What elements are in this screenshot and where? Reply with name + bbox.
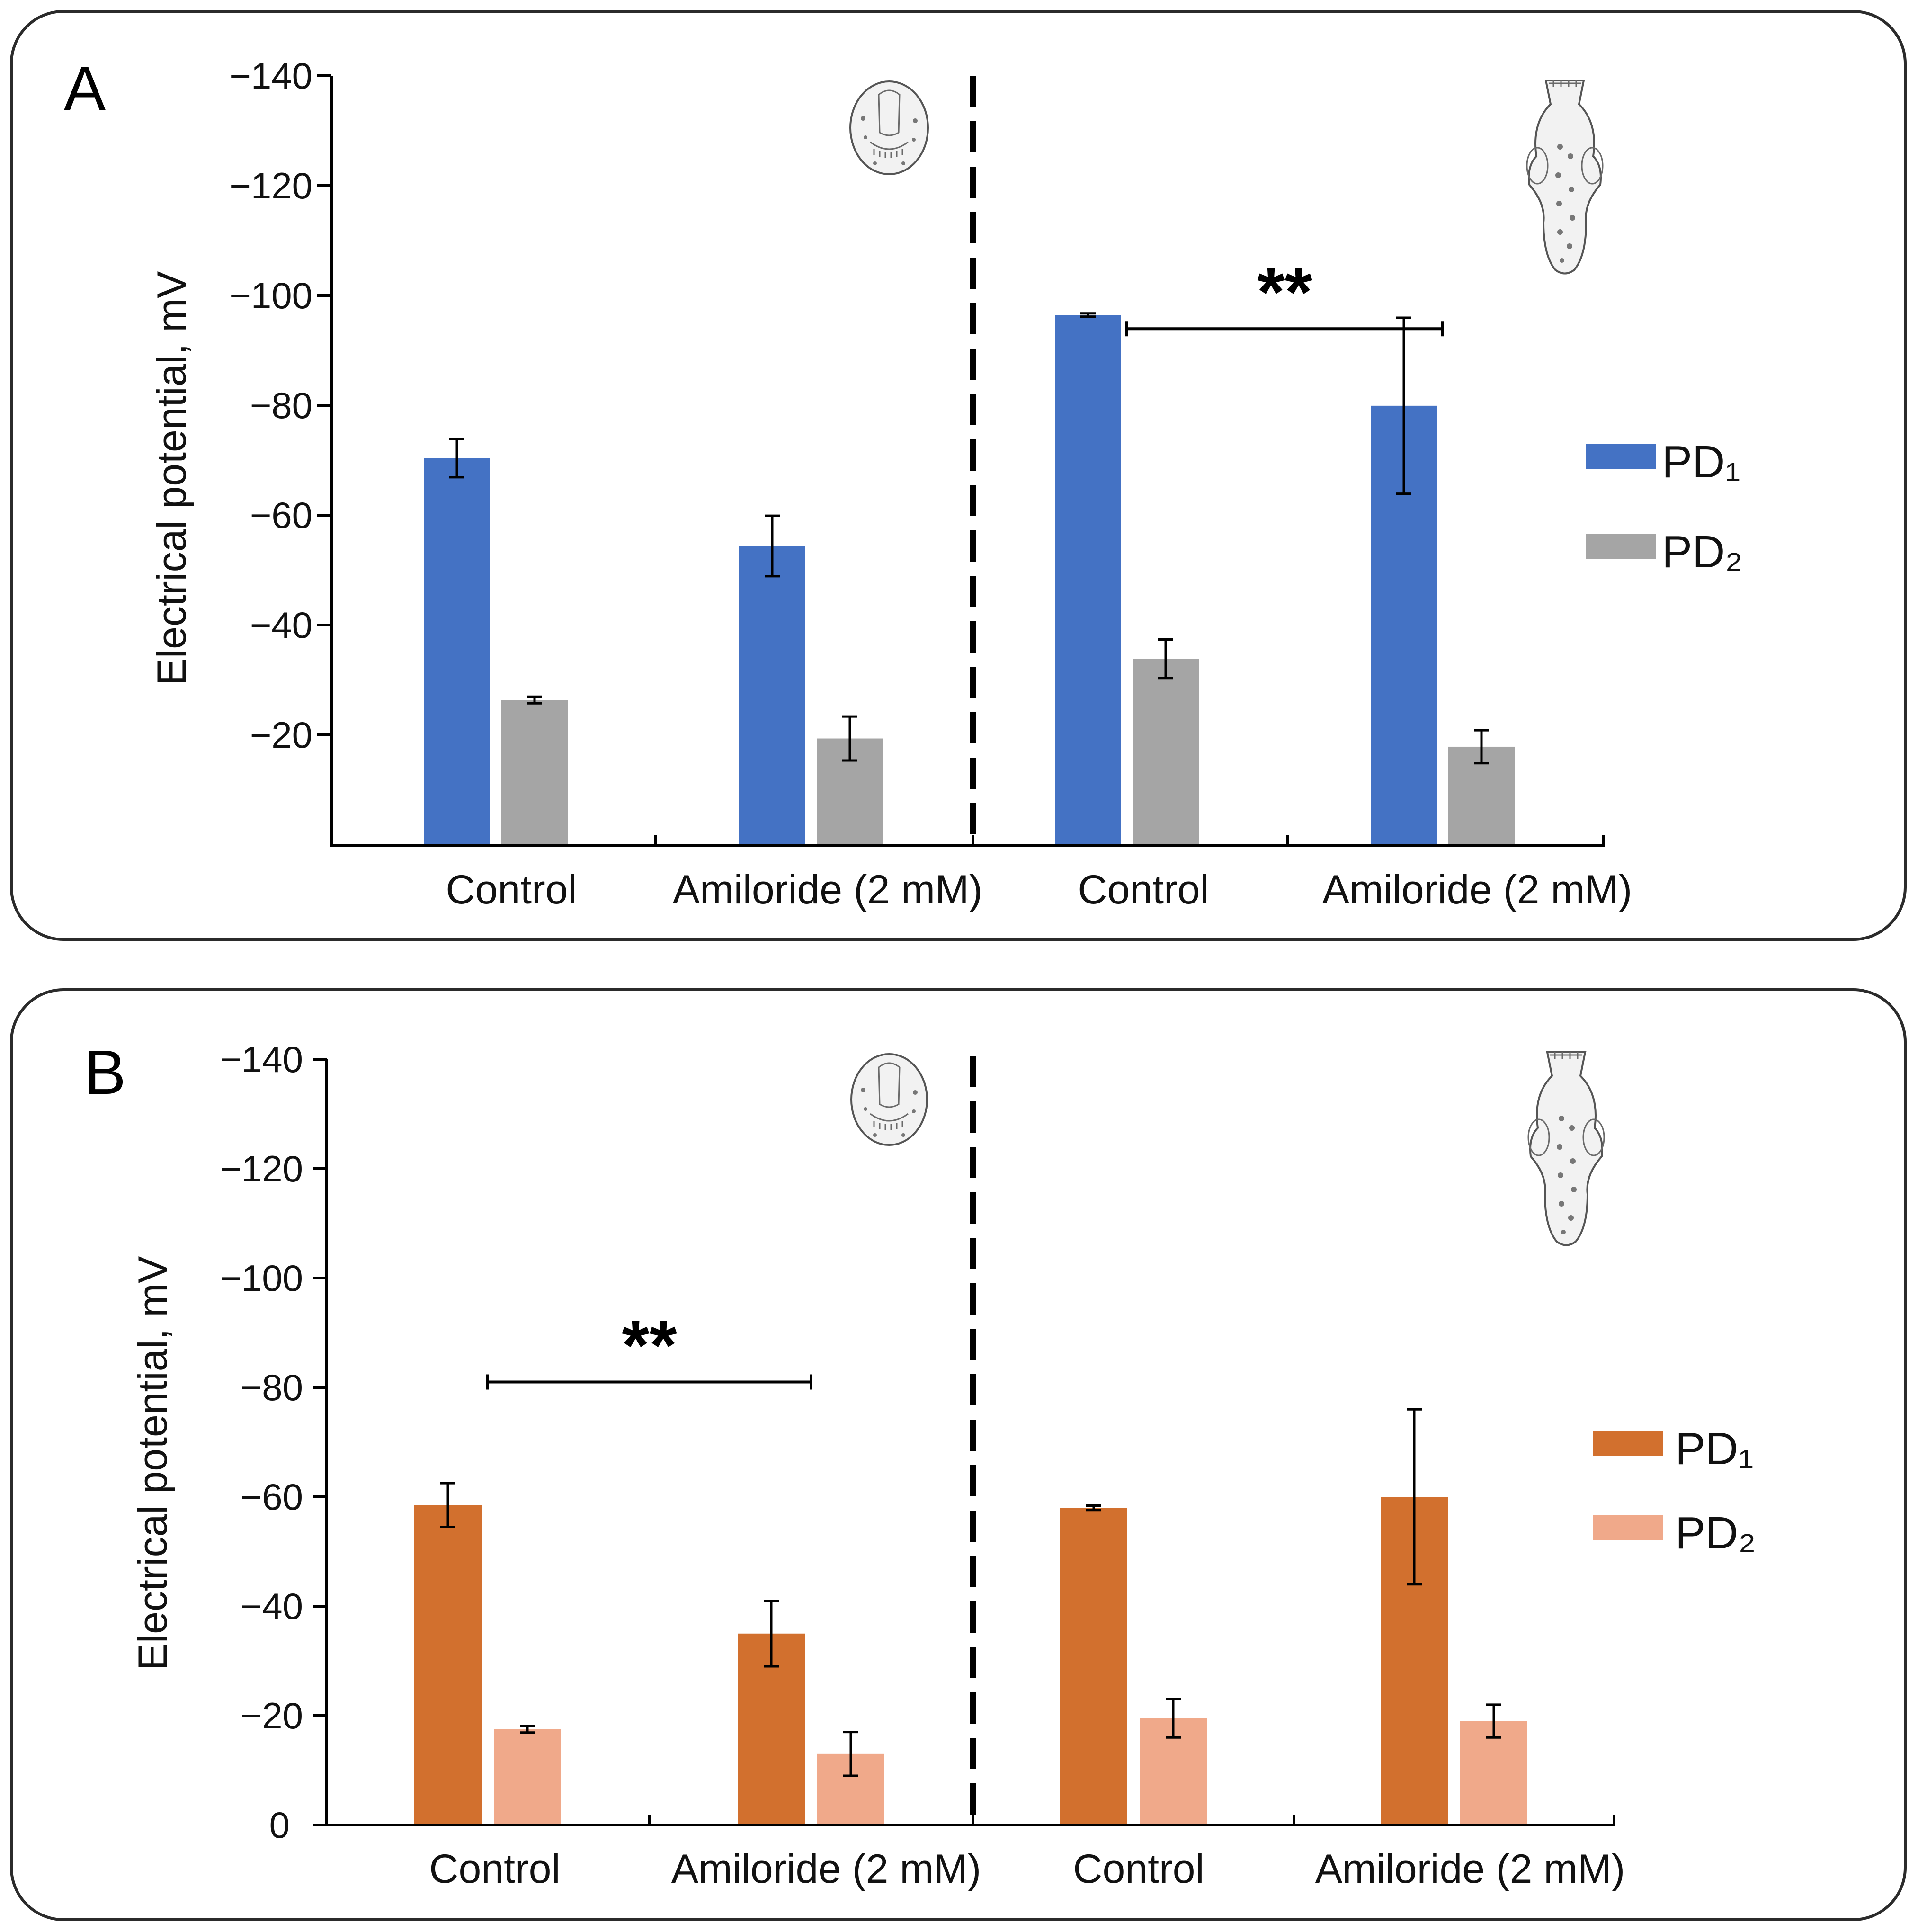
panel-b-axes [313, 1059, 1615, 1826]
panel-a-category-label: Control [446, 867, 577, 912]
error-bar [1486, 1703, 1501, 1739]
panel-b-bars [414, 1408, 1527, 1825]
panel-b-y-ticks: −140 −120 −100 −80 −60 −40 −20 0 [220, 1038, 327, 1846]
panel-a-ytick-label: −20 [250, 714, 312, 756]
panel-a-axes [330, 76, 1605, 847]
panel-b-category-label: Amiloride (2 mM) [1315, 1846, 1625, 1892]
panel-a-category-label: Amiloride (2 mM) [1322, 867, 1633, 912]
error-bar [440, 1482, 455, 1529]
panel-b-ytick-label: −80 [241, 1367, 303, 1408]
panel-a-ytick-label: −120 [229, 165, 312, 206]
panel-b-legend: PD₁ PD₂ [1593, 1423, 1756, 1558]
panel-b-ytick-label: −100 [220, 1257, 303, 1299]
panel-b-letter: B [84, 1038, 126, 1107]
panel-a-category-label: Amiloride (2 mM) [673, 867, 983, 912]
worm-icon [1527, 1051, 1605, 1246]
panel-b: B Electrical potential, mV −140 −120 −10… [10, 988, 1907, 1921]
worm-icon [1526, 80, 1604, 275]
larva-icon [849, 80, 929, 175]
error-bar [520, 1725, 535, 1734]
panel-b-legend-label-pd1: PD₁ [1675, 1423, 1754, 1474]
error-bar [1166, 1698, 1181, 1739]
error-bar [1080, 312, 1096, 318]
panel-a-ytick-label: −60 [250, 494, 312, 536]
error-bar [1474, 729, 1489, 765]
bar-pd1 [1055, 315, 1121, 846]
panel-a-significance-bracket [1125, 321, 1444, 337]
panel-a-frame [10, 10, 1907, 941]
panel-a-legend-label-pd1: PD₁ [1662, 437, 1740, 487]
error-bar [765, 514, 780, 578]
panel-a-y-ticks: −140 −120 −100 −80 −60 −40 −20 [229, 55, 331, 756]
panel-a-y-axis-label: Electrical potential, mV [149, 271, 195, 686]
error-bar [764, 1599, 779, 1668]
panel-a-legend: PD₁ PD₂ [1586, 437, 1743, 577]
panel-b-significance: ** [486, 1305, 812, 1390]
panel-a-significance-stars: ** [1257, 252, 1312, 331]
panel-b-significance-bracket [486, 1374, 812, 1390]
panel-a-ytick-label: −40 [250, 604, 312, 646]
error-bar [449, 438, 464, 479]
panel-b-legend-swatch-pd2 [1593, 1515, 1663, 1540]
panel-b-category-label: Control [1073, 1846, 1204, 1892]
panel-a-significance: ** [1125, 252, 1444, 337]
panel-b-category-label: Amiloride (2 mM) [671, 1846, 981, 1892]
error-bar [1407, 1408, 1422, 1586]
panel-a-letter: A [64, 54, 106, 123]
panel-b-ytick-label: −40 [241, 1585, 303, 1627]
panel-b-ytick-label: −20 [241, 1695, 303, 1736]
error-bar [843, 1731, 858, 1777]
panel-a-bars [424, 312, 1515, 846]
panel-a-legend-swatch-pd1 [1586, 444, 1656, 469]
panel-b-ytick-label: 0 [269, 1804, 290, 1846]
larva-icon [850, 1053, 928, 1146]
panel-a: A Electrical potential, mV −140 −120 −10… [10, 10, 1907, 941]
error-bar [1158, 638, 1173, 680]
error-bar [1396, 316, 1411, 495]
panel-b-ytick-label: −140 [220, 1038, 303, 1080]
panel-b-ytick-label: −120 [220, 1148, 303, 1190]
bar-pd1 [739, 546, 805, 846]
panel-b-x-labels: Control Amiloride (2 mM) Control Amilori… [429, 1846, 1625, 1892]
error-bar [1086, 1504, 1101, 1512]
panel-a-category-label: Control [1078, 867, 1209, 912]
panel-a-ytick-label: −140 [229, 55, 312, 97]
bar-pd1 [1060, 1508, 1127, 1825]
bar-pd2 [501, 700, 568, 846]
panel-b-significance-stars: ** [622, 1305, 677, 1385]
panel-a-ytick-label: −100 [229, 275, 312, 316]
panel-a-ytick-label: −80 [250, 385, 312, 426]
error-bar [527, 695, 542, 705]
panel-b-legend-swatch-pd1 [1593, 1431, 1663, 1456]
panel-b-legend-label-pd2: PD₂ [1675, 1508, 1756, 1558]
panel-b-category-label: Control [429, 1846, 560, 1892]
error-bar [842, 715, 857, 762]
panel-a-legend-label-pd2: PD₂ [1662, 527, 1743, 577]
bar-pd1 [424, 458, 490, 846]
bar-pd2 [1133, 659, 1199, 846]
panel-a-x-labels: Control Amiloride (2 mM) Control Amilori… [446, 867, 1632, 912]
panel-b-ytick-label: −60 [241, 1476, 303, 1518]
bar-pd1 [414, 1505, 482, 1825]
panel-b-y-axis-label: Electrical potential, mV [130, 1256, 176, 1671]
bar-pd2 [494, 1729, 561, 1825]
panel-a-legend-swatch-pd2 [1586, 534, 1656, 559]
